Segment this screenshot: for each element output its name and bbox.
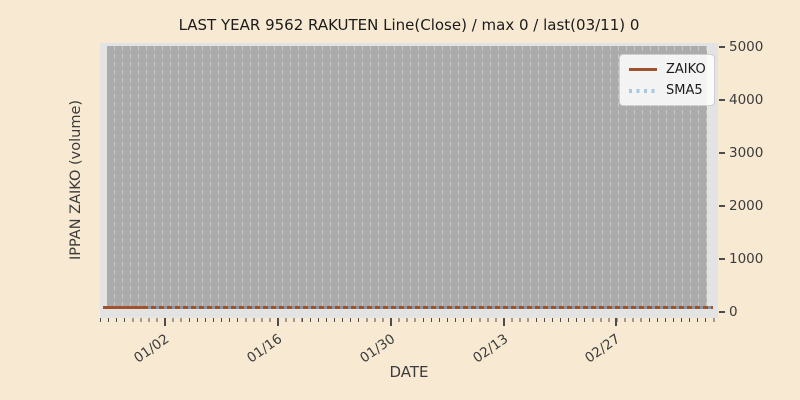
y-tick-label: 1000 xyxy=(729,251,764,267)
x-major-tick xyxy=(164,318,166,326)
legend-item-sma5: SMA5 xyxy=(629,84,705,97)
y-tick-label: 5000 xyxy=(729,39,764,55)
legend-label: ZAIKO xyxy=(666,62,706,77)
sma5-dotted-line-swatch xyxy=(629,88,657,93)
y-tick xyxy=(719,258,725,260)
y-tick xyxy=(719,311,725,313)
zaiko-line-segment xyxy=(103,306,143,309)
x-major-tick xyxy=(390,318,392,326)
zaiko-line-swatch xyxy=(629,68,657,71)
x-major-tick xyxy=(615,318,617,326)
legend: ZAIKO SMA5 xyxy=(619,54,715,106)
zaiko-sma5-overlap-line xyxy=(143,306,713,309)
y-tick xyxy=(719,46,725,48)
y-tick-label: 3000 xyxy=(729,145,764,161)
y-tick xyxy=(719,99,725,101)
legend-label: SMA5 xyxy=(666,83,703,98)
plot-area xyxy=(107,46,707,306)
y-tick-label: 4000 xyxy=(729,92,764,108)
x-axis-minor-ticks xyxy=(100,318,718,322)
legend-item-zaiko: ZAIKO xyxy=(629,62,706,77)
y-tick-label: 2000 xyxy=(729,198,764,214)
y-axis-label: IPPAN ZAIKO (volume) xyxy=(68,99,84,261)
y-tick xyxy=(719,152,725,154)
y-tick-label: 0 xyxy=(729,304,738,320)
x-axis-label: DATE xyxy=(389,363,429,381)
x-major-tick xyxy=(277,318,279,326)
chart-title: LAST YEAR 9562 RAKUTEN Line(Close) / max… xyxy=(178,16,640,34)
x-major-tick xyxy=(503,318,505,326)
y-tick xyxy=(719,205,725,207)
